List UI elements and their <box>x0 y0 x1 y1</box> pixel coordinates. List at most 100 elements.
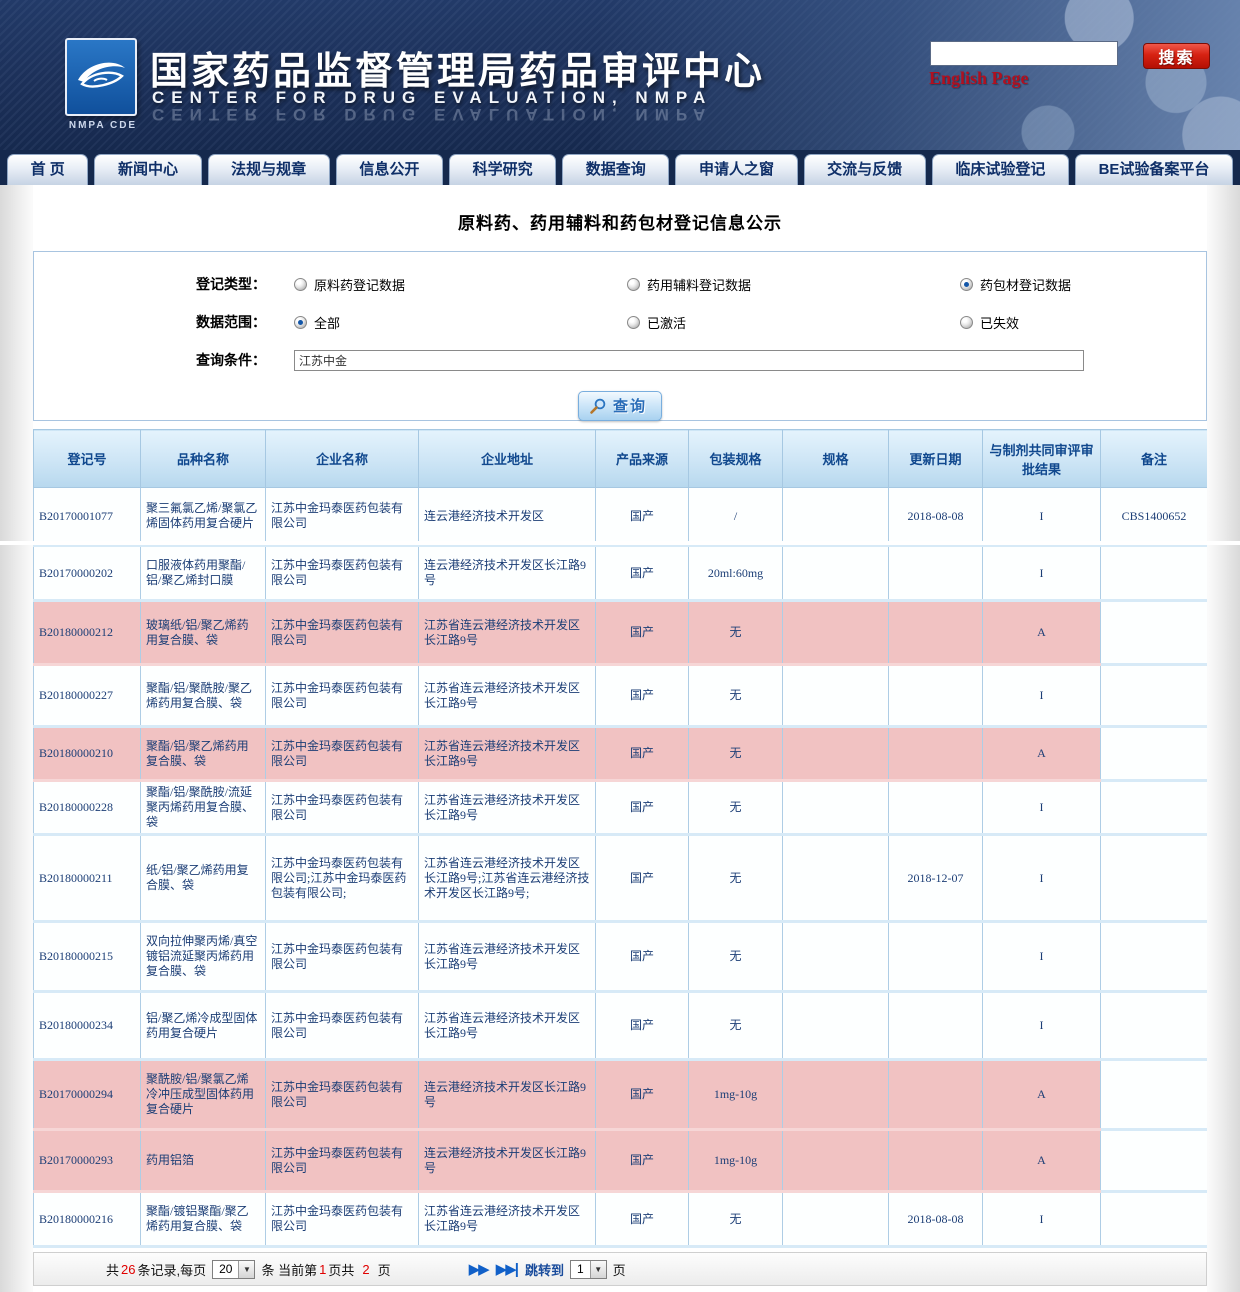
cell-address: 江苏省连云港经济技术开发区长江路9号 <box>418 1191 596 1248</box>
cell-note <box>1100 991 1208 1061</box>
cell-pack-spec: 无 <box>688 664 783 728</box>
cell-source: 国产 <box>595 545 689 602</box>
query-condition-input[interactable] <box>294 349 1084 371</box>
radio-expired[interactable]: 已失效 <box>960 313 1206 332</box>
cell-pack-spec: 1mg-10g <box>688 1059 783 1131</box>
radio-activated[interactable]: 已激活 <box>627 313 960 332</box>
cell-note <box>1100 1129 1208 1193</box>
data-scope-row: 数据范围： 全部 已激活 已失效 <box>34 303 1206 341</box>
nmpa-cde-logo <box>65 38 137 116</box>
nav-tab-home[interactable]: 首 页 <box>7 154 89 185</box>
cell-product-name: 铝/聚乙烯冷成型固体药用复合硬片 <box>140 991 266 1061</box>
header-search-button[interactable]: 搜索 <box>1143 43 1210 69</box>
radio-packaging-material[interactable]: 药包材登记数据 <box>960 275 1206 294</box>
cell-note <box>1100 780 1208 836</box>
cell-joint-review-result: A <box>982 1129 1101 1193</box>
nav-tab-applicant-window[interactable]: 申请人之窗 <box>675 154 798 185</box>
cell-spec <box>782 780 889 836</box>
cell-pack-spec: 无 <box>688 780 783 836</box>
cell-note <box>1100 545 1208 602</box>
cell-spec <box>782 600 889 666</box>
per-page-value: 20 <box>219 1261 233 1276</box>
cell-note <box>1100 1191 1208 1248</box>
cell-source: 国产 <box>595 664 689 728</box>
cell-updated <box>888 726 983 782</box>
nav-tab-be-platform[interactable]: BE试验备案平台 <box>1074 154 1234 185</box>
cell-spec <box>782 664 889 728</box>
cell-company: 江苏中金玛泰医药包装有限公司 <box>265 545 419 602</box>
cell-pack-spec: 无 <box>688 921 783 993</box>
jump-page-value: 1 <box>576 1261 584 1276</box>
cell-pack-spec: 无 <box>688 991 783 1061</box>
table-row: B20170000202 口服液体药用聚酯/铝/聚乙烯封口膜 江苏中金玛泰医药包… <box>33 545 1208 602</box>
cell-note <box>1100 921 1208 993</box>
cell-address: 江苏省连云港经济技术开发区长江路9号 <box>418 780 596 836</box>
nav-tab-clinical-trial-reg[interactable]: 临床试验登记 <box>931 154 1069 185</box>
nav-tab-science[interactable]: 科学研究 <box>448 154 557 185</box>
cell-updated <box>888 600 983 666</box>
cell-updated: 2018-12-07 <box>888 834 983 923</box>
cell-company: 江苏中金玛泰医药包装有限公司 <box>265 1059 419 1131</box>
cell-reg-id: B20180000216 <box>33 1191 141 1248</box>
cell-address: 江苏省连云港经济技术开发区长江路9号 <box>418 726 596 782</box>
cell-joint-review-result: I <box>982 991 1101 1061</box>
cell-joint-review-result: I <box>982 921 1101 993</box>
cell-spec <box>782 991 889 1061</box>
query-condition-label: 查询条件： <box>196 352 266 368</box>
table-row: B20180000227 聚酯/铝/聚酰胺/聚乙烯药用复合膜、袋 江苏中金玛泰医… <box>33 664 1208 728</box>
cell-joint-review-result: I <box>982 487 1101 547</box>
radio-all[interactable]: 全部 <box>294 313 627 332</box>
reg-type-options: 原料药登记数据 药用辅料登记数据 药包材登记数据 <box>294 275 1206 294</box>
nav-tab-news[interactable]: 新闻中心 <box>94 154 202 185</box>
cell-spec <box>782 1129 889 1193</box>
cell-company: 江苏中金玛泰医药包装有限公司 <box>265 487 419 547</box>
jump-page-select[interactable]: 1 ▼ <box>569 1259 607 1279</box>
next-page-icon[interactable]: ▶▶ <box>468 1261 490 1278</box>
cell-product-name: 聚酯/铝/聚酰胺/聚乙烯药用复合膜、袋 <box>140 664 266 728</box>
cell-product-name: 聚酯/铝/聚乙烯药用复合膜、袋 <box>140 726 266 782</box>
cell-address: 连云港经济技术开发区长江路9号 <box>418 1059 596 1131</box>
cell-reg-id: B20180000212 <box>33 600 141 666</box>
radio-icon[interactable] <box>960 277 973 291</box>
cell-product-name: 药用铝箔 <box>140 1129 266 1193</box>
cell-updated <box>888 664 983 728</box>
radio-icon[interactable] <box>294 315 307 329</box>
radio-icon[interactable] <box>627 277 640 291</box>
page-title: 原料药、药用辅料和药包材登记信息公示 <box>458 214 782 233</box>
last-page-icon[interactable]: ▶▶| <box>495 1261 519 1278</box>
total-prefix: 共 <box>106 1262 120 1278</box>
nav-tab-regulations[interactable]: 法规与规章 <box>207 154 330 185</box>
cell-reg-id: B20180000228 <box>33 780 141 836</box>
table-row: B20170000294 聚酰胺/铝/聚氯乙烯冷冲压成型固体药用复合硬片 江苏中… <box>33 1059 1208 1131</box>
cell-product-name: 纸/铝/聚乙烯药用复合膜、袋 <box>140 834 266 923</box>
total-pages: 2 <box>362 1261 370 1277</box>
reg-type-label: 登记类型： <box>196 276 266 292</box>
english-page-link[interactable]: English Page <box>929 68 1029 88</box>
logo-swoosh-icon <box>74 54 128 101</box>
cell-reg-id: B20180000210 <box>33 726 141 782</box>
cell-updated <box>888 1059 983 1131</box>
query-button[interactable]: 查询 <box>577 391 662 421</box>
radio-icon[interactable] <box>960 315 973 329</box>
radio-icon[interactable] <box>627 315 640 329</box>
cell-source: 国产 <box>595 1129 689 1193</box>
nav-tab-data-query[interactable]: 数据查询 <box>562 154 670 185</box>
table-row: B20180000228 聚酯/铝/聚酰胺/流延聚丙烯药用复合膜、袋 江苏中金玛… <box>33 780 1208 836</box>
data-scope-options: 全部 已激活 已失效 <box>294 313 1206 332</box>
nav-tab-feedback[interactable]: 交流与反馈 <box>803 154 926 185</box>
radio-label: 药用辅料登记数据 <box>647 277 752 293</box>
nav-tab-info-disclosure[interactable]: 信息公开 <box>335 154 443 185</box>
cell-pack-spec: 无 <box>688 834 783 923</box>
page-right-margin <box>1207 185 1240 1292</box>
per-page-select[interactable]: 20 ▼ <box>212 1259 256 1279</box>
cell-product-name: 聚酯/铝/聚酰胺/流延聚丙烯药用复合膜、袋 <box>140 780 266 836</box>
jump-suffix: 页 <box>612 1262 626 1278</box>
header-search-input[interactable] <box>930 41 1118 66</box>
cell-updated <box>888 545 983 602</box>
cell-pack-spec: 无 <box>688 1191 783 1248</box>
radio-raw-material[interactable]: 原料药登记数据 <box>294 275 627 294</box>
cell-updated <box>888 991 983 1061</box>
radio-icon[interactable] <box>294 277 307 291</box>
total-count: 26 <box>121 1261 136 1277</box>
radio-excipient[interactable]: 药用辅料登记数据 <box>627 275 960 294</box>
